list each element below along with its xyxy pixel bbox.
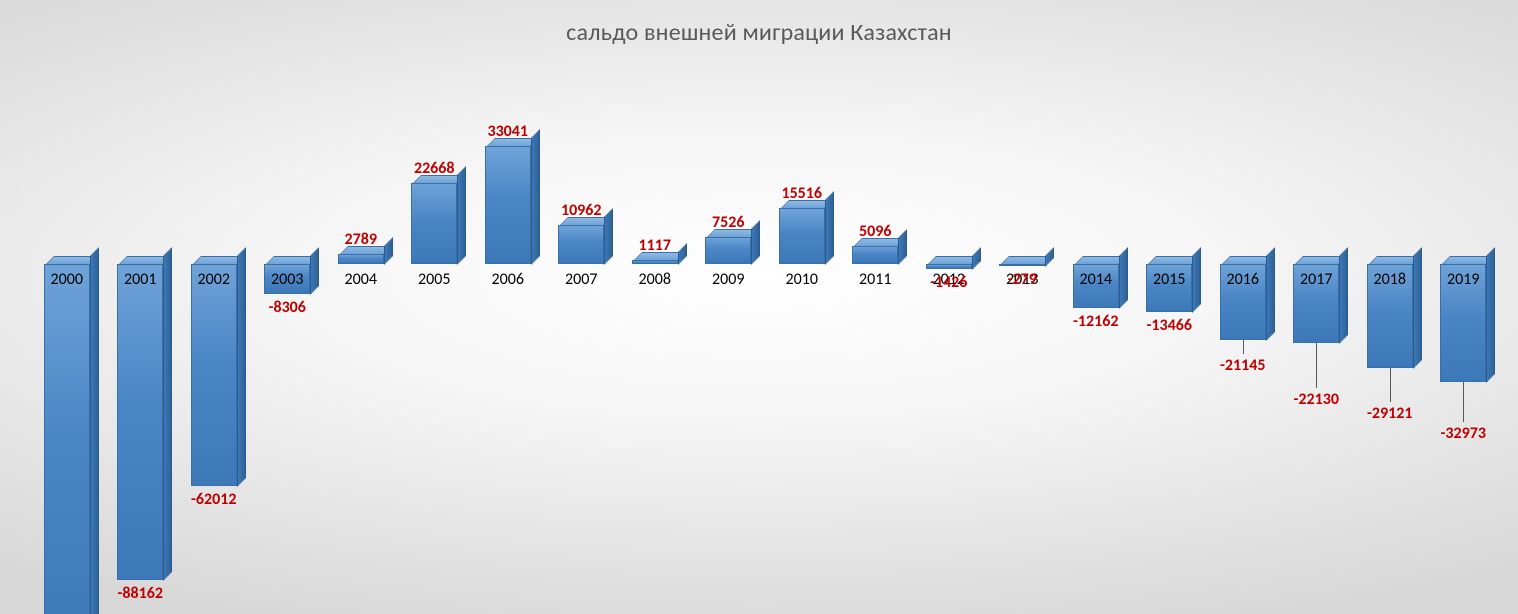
bar-2005 [411,183,457,264]
category-label: 2019 [1434,270,1492,289]
plot-area: 2000-1083072001-881622002-620122003-8306… [0,0,1518,614]
value-label: 1117 [617,236,693,255]
category-label: 2014 [1067,270,1125,289]
value-label: -8306 [249,298,325,317]
category-label: 2011 [846,270,904,289]
value-label: -13466 [1131,316,1207,335]
leader-line [1390,368,1391,402]
category-label: 2018 [1361,270,1419,289]
value-label: -29121 [1352,404,1428,423]
migration-balance-chart: сальдо внешней миграции Казахстан 2000-1… [0,0,1518,614]
value-label: -279 [984,270,1060,289]
bar-2001 [117,264,163,580]
value-label: -88162 [102,584,178,603]
bar-2007 [558,225,604,264]
value-label: 33041 [470,122,546,141]
value-label: 2789 [323,230,399,249]
bar-2006 [485,146,531,264]
bar-2010 [779,208,825,264]
leader-line [1243,340,1244,354]
category-label: 2006 [479,270,537,289]
value-label: -32973 [1425,424,1501,443]
bar-2004 [338,254,384,264]
value-label: 22668 [396,159,472,178]
category-label: 2004 [332,270,390,289]
bar-2008 [632,260,678,264]
bar-2013 [999,264,1045,266]
bar-2000 [44,264,90,614]
bar-2009 [705,237,751,264]
bar-2012 [926,264,972,269]
category-label: 2000 [38,270,96,289]
value-label: 5096 [837,222,913,241]
value-label: 15516 [764,184,840,203]
category-label: 2001 [111,270,169,289]
value-label: 7526 [690,213,766,232]
bar-2011 [852,246,898,264]
value-label: -62012 [176,490,252,509]
value-label: -22130 [1278,390,1354,409]
category-label: 2003 [258,270,316,289]
leader-line [1316,343,1317,388]
bar-2002 [191,264,237,486]
category-label: 2016 [1214,270,1272,289]
category-label: 2017 [1287,270,1345,289]
value-label: -1426 [911,273,987,292]
category-label: 2008 [626,270,684,289]
category-label: 2009 [699,270,757,289]
value-label: 10962 [543,201,619,220]
value-label: -12162 [1058,312,1134,331]
leader-line [1463,382,1464,422]
category-label: 2010 [773,270,831,289]
category-label: 2007 [552,270,610,289]
category-label: 2002 [185,270,243,289]
category-label: 2005 [405,270,463,289]
value-label: -21145 [1205,356,1281,375]
category-label: 2015 [1140,270,1198,289]
